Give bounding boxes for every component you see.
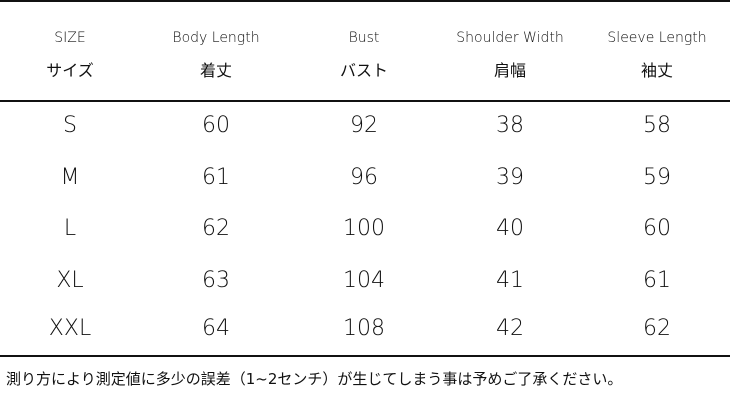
measurement-cell: 108 [343,316,385,341]
measurement-cell: 96 [350,165,378,190]
measurement-cell: 58 [643,113,671,138]
measurement-cell: 60 [643,216,671,241]
column-header-en: Bust [348,30,380,46]
measurement-cell: 100 [343,216,385,241]
measurement-cell: 38 [496,113,524,138]
measurement-cell: 40 [496,216,524,241]
size-cell: XXL [48,316,92,341]
column-header-ja: 袖丈 [640,61,673,80]
measurement-cell: 42 [496,316,524,341]
measurement-cell: 61 [202,165,230,190]
size-cell: M [60,165,80,190]
column-header-en: Sleeve Length [607,30,707,46]
column-header-ja: 肩幅 [493,61,526,80]
measurement-note: 測り方により測定値に多少の誤差（1~2センチ）が生じてしまう事は予めご了承くださ… [6,370,623,388]
column-header-ja: サイズ [46,61,94,80]
measurement-cell: 59 [643,165,671,190]
bottom-border [0,355,730,357]
column-header-en: Shoulder Width [456,30,564,46]
measurement-cell: 62 [643,316,671,341]
measurement-cell: 64 [202,316,230,341]
measurement-cell: 62 [202,216,230,241]
size-cell: S [63,113,77,138]
header-divider [0,100,730,102]
size-cell: L [63,216,77,241]
column-header-en: Body Length [172,30,260,46]
measurement-cell: 60 [202,113,230,138]
measurement-cell: 63 [202,268,230,293]
measurement-cell: 104 [343,268,385,293]
measurement-cell: 41 [496,268,524,293]
column-header-ja: 着丈 [199,61,232,80]
size-cell: XL [56,268,84,293]
column-header-ja: バスト [339,61,388,80]
measurement-cell: 39 [496,165,524,190]
column-header-en: SIZE [54,30,86,46]
measurement-cell: 61 [643,268,671,293]
measurement-cell: 92 [350,113,378,138]
top-border [0,0,730,2]
